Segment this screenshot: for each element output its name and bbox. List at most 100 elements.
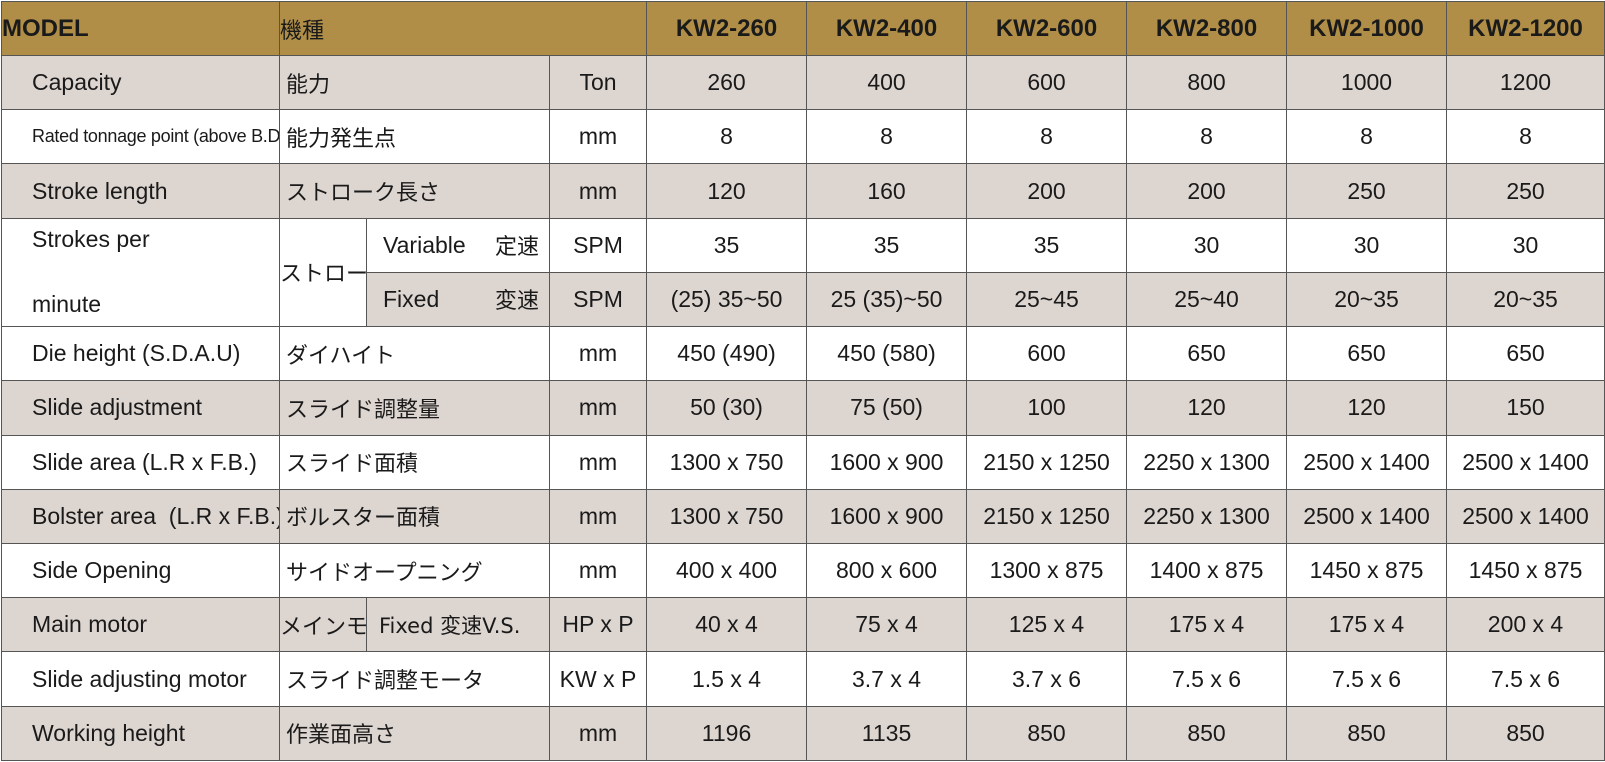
- spm-variable-en: Variable: [383, 231, 466, 258]
- row-unit: Ton: [548, 54, 648, 111]
- table-cell: 600: [966, 54, 1128, 111]
- row-label-en: Slide adjusting motor: [1, 651, 280, 707]
- header-row: MODEL 機種 KW2-260 KW2-400 KW2-600 KW2-800…: [1, 1, 1605, 56]
- model-header: KW2-260: [646, 1, 808, 56]
- table-cell: 1300 x 750: [646, 488, 808, 544]
- row-unit: mm: [548, 163, 648, 219]
- table-cell: 1400 x 875: [1126, 542, 1288, 599]
- table-cell: 400 x 400: [646, 542, 808, 599]
- spm-fixed-en: Fixed: [383, 285, 440, 312]
- table-cell: 40 x 4: [646, 597, 808, 653]
- table-cell: 8: [966, 109, 1128, 165]
- table-row: Side Opening サイドオープニング mm 400 x 400 800 …: [1, 542, 1605, 599]
- table-cell: 120: [1126, 380, 1288, 436]
- table-cell: 250: [1286, 163, 1448, 219]
- table-row: Main motor メインモータ Fixed 変速V.S. HP x P 40…: [1, 597, 1605, 653]
- row-label-jp: ボルスター面積: [279, 488, 550, 544]
- row-label-jp: サイドオープニング: [279, 542, 550, 599]
- spm-fixed-jp: 変速: [494, 289, 539, 315]
- table-cell: 120: [646, 163, 808, 219]
- table-cell: 75 x 4: [806, 597, 968, 653]
- table-cell: 850: [1286, 705, 1448, 762]
- table-cell: 20~35: [1446, 271, 1605, 328]
- table-cell: 850: [1446, 705, 1605, 762]
- table-cell: 1000: [1286, 54, 1448, 111]
- row-label-en: Stroke length: [1, 163, 280, 219]
- model-label-en: MODEL: [1, 1, 280, 56]
- table-row: Capacity 能力 Ton 260 400 600 800 1000 120…: [1, 54, 1605, 111]
- table-cell: 1300 x 875: [966, 542, 1128, 599]
- spm-label-line1: Strokes per: [32, 226, 150, 253]
- table-cell: 200: [966, 163, 1128, 219]
- row-label-en: Die height (S.D.A.U): [1, 326, 280, 382]
- table-cell: 25~40: [1126, 271, 1288, 328]
- table-row: Working height 作業面高さ mm 1196 1135 850 85…: [1, 705, 1605, 762]
- table-cell: 1450 x 875: [1286, 542, 1448, 599]
- table-cell: 75 (50): [806, 380, 968, 436]
- table-row: Strokes per minute ストローク数 Variable 定速 SP…: [1, 217, 1605, 328]
- table-cell: 2150 x 1250: [966, 434, 1128, 490]
- table-cell: 35: [806, 217, 968, 273]
- table-cell: 30: [1286, 217, 1448, 273]
- model-label-jp: 機種: [278, 1, 648, 56]
- table-cell: 25 (35)~50: [806, 271, 968, 328]
- row-unit: mm: [548, 434, 648, 490]
- row-label-jp: 能力発生点: [279, 109, 550, 165]
- spm-label-en: Strokes per minute: [1, 217, 280, 328]
- table-cell: 8: [806, 109, 968, 165]
- table-cell: 100: [966, 380, 1128, 436]
- table-cell: 50 (30): [646, 380, 808, 436]
- table-cell: 150: [1446, 380, 1605, 436]
- row-label-en: Working height: [1, 705, 280, 762]
- table-cell: 400: [806, 54, 968, 111]
- model-header: KW2-1200: [1446, 1, 1605, 56]
- row-unit: mm: [548, 326, 648, 382]
- table-cell: 1196: [646, 705, 808, 762]
- table-cell: 8: [1126, 109, 1288, 165]
- table-cell: 175 x 4: [1286, 597, 1448, 653]
- table-cell: 600: [966, 326, 1128, 382]
- row-label-en: Main motor: [1, 597, 280, 653]
- table-cell: 30: [1126, 217, 1288, 273]
- table-cell: 650: [1286, 326, 1448, 382]
- table-cell: 3.7 x 4: [806, 651, 968, 707]
- spm-variable-label: Variable 定速: [366, 217, 550, 273]
- table-cell: 2500 x 1400: [1286, 434, 1448, 490]
- table-cell: 800 x 600: [806, 542, 968, 599]
- model-header: KW2-400: [806, 1, 968, 56]
- table-cell: 1135: [806, 705, 968, 762]
- table-cell: 200: [1126, 163, 1288, 219]
- table-cell: 175 x 4: [1126, 597, 1288, 653]
- table-cell: 7.5 x 6: [1126, 651, 1288, 707]
- row-unit: mm: [548, 542, 648, 599]
- table-cell: 2250 x 1300: [1126, 434, 1288, 490]
- table-row: Slide adjustment スライド調整量 mm 50 (30) 75 (…: [1, 380, 1605, 436]
- table-row: Slide adjusting motor スライド調整モータ KW x P 1…: [1, 651, 1605, 707]
- table-row: Slide area (L.R x F.B.) スライド面積 mm 1300 x…: [1, 434, 1605, 490]
- row-label-jp: ストローク長さ: [279, 163, 550, 219]
- table-cell: 120: [1286, 380, 1448, 436]
- table-row: Rated tonnage point (above B.D.C) 能力発生点 …: [1, 109, 1605, 165]
- row-label-en: Slide adjustment: [1, 380, 280, 436]
- table-row: Stroke length ストローク長さ mm 120 160 200 200…: [1, 163, 1605, 219]
- table-cell: 450 (580): [806, 326, 968, 382]
- table-cell: 8: [1446, 109, 1605, 165]
- table-cell: 3.7 x 6: [966, 651, 1128, 707]
- table-cell: 250: [1446, 163, 1605, 219]
- table-cell: 650: [1446, 326, 1605, 382]
- row-unit: SPM: [548, 217, 648, 273]
- row-unit: mm: [548, 488, 648, 544]
- row-label-jp: 作業面高さ: [279, 705, 550, 762]
- table-cell: 850: [966, 705, 1128, 762]
- row-unit: KW x P: [548, 651, 648, 707]
- table-cell: 200 x 4: [1446, 597, 1605, 653]
- spm-variable-jp: 定速: [494, 235, 539, 261]
- table-cell: 2250 x 1300: [1126, 488, 1288, 544]
- row-unit: mm: [548, 705, 648, 762]
- table-cell: 8: [646, 109, 808, 165]
- table-cell: 125 x 4: [966, 597, 1128, 653]
- table-cell: 2500 x 1400: [1286, 488, 1448, 544]
- row-label-en: Bolster area (L.R x F.B.): [1, 488, 280, 544]
- model-header: KW2-800: [1126, 1, 1288, 56]
